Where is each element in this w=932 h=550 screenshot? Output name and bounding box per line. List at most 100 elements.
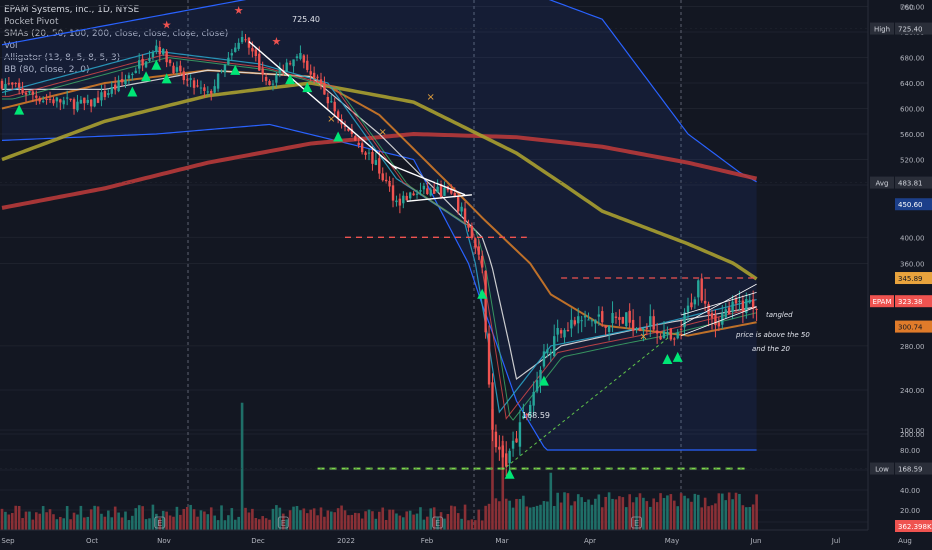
volume-bar (494, 498, 498, 530)
candle-body (11, 82, 14, 85)
volume-bar (182, 508, 186, 530)
annotation-note1: price is above the 50 (735, 331, 810, 339)
candle-body (179, 65, 182, 72)
volume-bar (679, 493, 683, 530)
candle-body (131, 73, 134, 76)
candle-body (93, 98, 96, 107)
candle-body (357, 142, 360, 145)
time-label-1: Oct (86, 537, 98, 545)
volume-bar (594, 498, 597, 530)
volume-bar (107, 510, 110, 530)
volume-bar (741, 505, 745, 530)
volume-bar (261, 516, 264, 530)
volume-bar (257, 519, 261, 530)
volume-bar (659, 493, 662, 530)
volume-bar (76, 514, 79, 530)
volume-bar (14, 505, 18, 530)
volume-bar (600, 507, 604, 530)
candle-body (45, 99, 48, 101)
bollinger-bands (1, 0, 757, 451)
candle-body (481, 255, 484, 268)
candle-body (216, 73, 220, 89)
volume-bar (161, 510, 165, 530)
volume-bar (522, 495, 525, 530)
volume-bar (528, 507, 532, 530)
volume-bar (141, 506, 144, 530)
volume-bar (340, 505, 343, 530)
volume-bar (96, 506, 100, 530)
candle-body (508, 450, 511, 464)
candle-body (254, 49, 258, 57)
candle-body (96, 97, 100, 103)
volume-bar (621, 497, 625, 530)
earnings-event-box (277, 516, 289, 529)
volume-bar (175, 506, 179, 530)
volume-bar (477, 509, 481, 530)
earnings-event-box (432, 516, 444, 529)
volume-bar (124, 511, 127, 530)
candle-body (275, 74, 278, 83)
volume-bar (676, 506, 680, 530)
candle-body (714, 315, 717, 326)
earnings-event-box (631, 516, 642, 529)
candle-body (162, 48, 165, 55)
candle-body (17, 82, 21, 88)
candle-body (7, 83, 11, 85)
candle-body (148, 58, 151, 62)
volume-bar (751, 504, 755, 530)
sma-100-line (1, 81, 758, 281)
badge-value-4: 323.38 (898, 298, 923, 306)
candle-body (470, 226, 474, 239)
candle-body (299, 53, 302, 59)
candle-body (14, 83, 17, 85)
candle-body (460, 206, 463, 212)
candle-body (529, 404, 532, 416)
volume-bar (566, 493, 570, 530)
candle-body (144, 61, 148, 68)
volume-bar (549, 472, 553, 530)
price-tick-4: 600.00 (900, 106, 925, 114)
candle-body (532, 392, 535, 406)
candle-body (103, 91, 107, 98)
price-tick-14: 100.00 (900, 427, 925, 435)
volume-bar (151, 504, 155, 530)
badge-label-box-0 (870, 22, 894, 35)
volume-bar (724, 500, 728, 530)
alligator-lips-line (2, 57, 757, 421)
badge-value-3: 345.89 (898, 275, 923, 283)
pocket-pivot-triangle (14, 104, 25, 115)
time-label-5: Feb (421, 537, 434, 545)
candle-body (618, 317, 621, 320)
candle-body (41, 100, 45, 102)
candle-body (38, 98, 41, 102)
volume-bar (570, 505, 573, 530)
candle-body (398, 198, 402, 206)
star-marker: ★ (271, 35, 281, 48)
time-label-3: Dec (251, 537, 265, 545)
flag-line-0 (392, 165, 466, 196)
candle-body (676, 332, 679, 339)
candle-body (748, 299, 751, 303)
volume-bar (251, 508, 254, 530)
volume-bar (134, 508, 138, 530)
volume-bar (474, 520, 477, 530)
badge-label-6: Low (875, 466, 889, 474)
earnings-event-icon: E (435, 519, 440, 528)
volume-bar (244, 507, 247, 530)
candle-body (234, 47, 237, 52)
volume-bar (21, 518, 24, 530)
badge-value-1: 483.81 (898, 180, 923, 188)
volume-bar (343, 510, 347, 530)
candle-body (350, 128, 354, 135)
volume-bar (391, 509, 395, 530)
candle-body (391, 185, 395, 201)
volume-bar (480, 520, 484, 530)
volume-bar (748, 507, 752, 530)
price-tick-15: 80.00 (900, 447, 920, 455)
candle-body (227, 57, 230, 65)
legend-title: EPAM Systems, Inc., 1D, NYSE (4, 5, 140, 15)
candle-body (271, 83, 275, 85)
candle-body (107, 93, 110, 96)
candle-body (686, 305, 690, 313)
